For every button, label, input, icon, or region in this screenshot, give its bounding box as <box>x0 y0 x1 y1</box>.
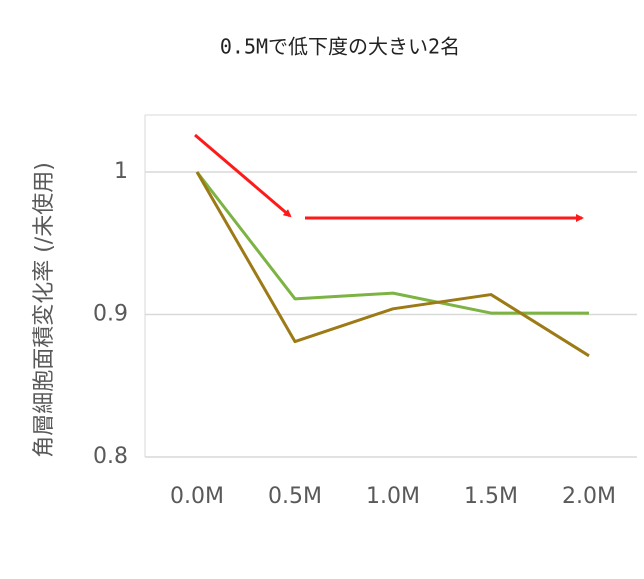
y-tick-label: 1 <box>114 159 128 184</box>
y-tick-label: 0.8 <box>93 444 128 469</box>
x-tick-label: 2.0M <box>562 484 616 509</box>
data-line <box>195 171 590 358</box>
chart-title: 0.5Mで低下度の大きい2名 <box>220 35 460 59</box>
x-tick-label: 1.5M <box>464 484 518 509</box>
plot-area: 0.8 0.9 1 0.0M 0.5M 1.0M 1.5M 2.0M <box>93 159 637 509</box>
x-tick-label: 1.0M <box>366 484 420 509</box>
y-tick-label: 0.9 <box>93 302 128 327</box>
x-tick-label: 0.0M <box>170 484 224 509</box>
data-line <box>195 171 589 315</box>
x-tick-label: 0.5M <box>268 484 322 509</box>
annotation-arrow <box>194 133 292 218</box>
y-axis-label: 角層細胞面積変化率 (/未使用) <box>32 162 57 458</box>
